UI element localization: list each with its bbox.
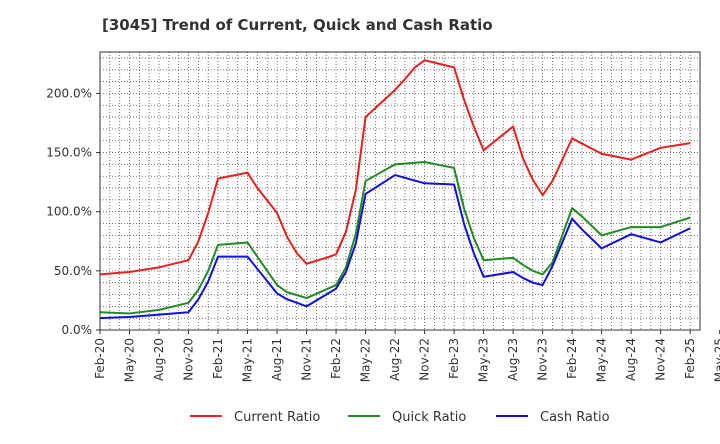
x-tick-label: Nov-20: [182, 338, 196, 381]
y-tick-label: 150.0%: [46, 146, 92, 160]
x-tick-label: May-23: [477, 338, 491, 382]
x-tick-label: Aug-23: [506, 338, 520, 381]
x-tick-label: Nov-21: [300, 338, 314, 381]
x-tick-label: Feb-21: [211, 338, 225, 379]
x-tick-label: Nov-22: [418, 338, 432, 381]
legend: Current Ratio Quick Ratio Cash Ratio: [190, 410, 610, 425]
y-tick-label: 200.0%: [46, 86, 92, 100]
series-line-current-ratio: [99, 59, 691, 276]
x-tick-label: Feb-22: [329, 338, 343, 379]
chart-title: [3045] Trend of Current, Quick and Cash …: [102, 16, 493, 34]
x-tick-label: Nov-23: [536, 338, 550, 381]
series-line-quick-ratio: [99, 161, 691, 315]
y-tick-label: 0.0%: [62, 323, 93, 337]
x-tick-label: Aug-24: [624, 338, 638, 381]
x-tick-label: May-21: [241, 338, 255, 382]
legend-label-current-ratio: Current Ratio: [234, 410, 320, 425]
legend-label-cash-ratio: Cash Ratio: [540, 410, 610, 425]
series-layer: [99, 59, 691, 320]
x-tick-label: Feb-20: [93, 338, 107, 379]
x-tick-label: May-24: [595, 338, 609, 382]
series-line-cash-ratio: [99, 174, 691, 320]
x-tick-label: Aug-21: [270, 338, 284, 381]
x-tick-label: May-20: [123, 338, 137, 382]
y-tick-label: 50.0%: [54, 264, 92, 278]
axis-layer: 0.0% 50.0% 100.0% 150.0% 200.0% Feb-20 May-20 A…: [46, 86, 720, 382]
legend-label-quick-ratio: Quick Ratio: [392, 410, 466, 425]
x-tick-label: Feb-23: [447, 338, 461, 379]
x-tick-label: Aug-22: [388, 338, 402, 381]
y-tick-label: 100.0%: [46, 205, 92, 219]
plot-area-frame: [99, 51, 701, 331]
x-tick-label: Aug-20: [152, 338, 166, 381]
x-tick-label: Feb-25: [683, 338, 697, 379]
x-tick-label: Nov-24: [654, 338, 668, 381]
grid-layer: [100, 52, 700, 330]
x-tick-label: Feb-24: [565, 338, 579, 379]
x-tick-label: May-22: [359, 338, 373, 382]
x-tick-label: May-25: [713, 338, 720, 382]
